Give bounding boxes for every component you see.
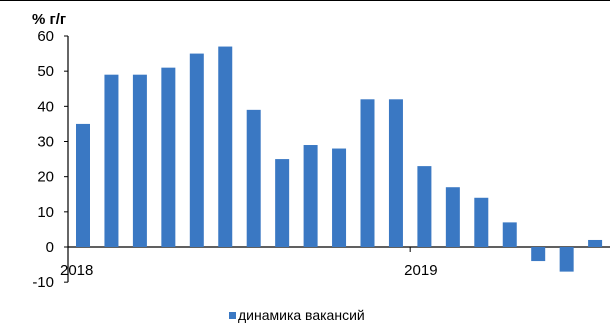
x-tick-label: 2018 bbox=[60, 262, 93, 279]
bar bbox=[588, 239, 603, 247]
y-tick-label: 60 bbox=[37, 28, 54, 45]
bar bbox=[132, 74, 147, 247]
x-axis: 2018 2019 bbox=[60, 246, 610, 279]
bar bbox=[218, 46, 233, 247]
bar bbox=[531, 247, 546, 262]
legend: динамика вакансий bbox=[229, 307, 365, 323]
y-tick-label: 20 bbox=[37, 169, 54, 186]
bar bbox=[502, 222, 517, 247]
y-tick-label: 40 bbox=[37, 98, 54, 115]
bar bbox=[76, 123, 90, 247]
bar bbox=[275, 159, 290, 247]
y-tick-label: 10 bbox=[37, 204, 54, 221]
bar bbox=[189, 53, 204, 248]
legend-label: динамика вакансий bbox=[238, 307, 365, 323]
y-axis: -10 0 10 20 30 40 50 60 bbox=[32, 28, 69, 291]
legend-swatch bbox=[229, 311, 236, 319]
bar bbox=[104, 74, 119, 247]
top-border-line bbox=[0, 0, 610, 1]
bar-chart: -10 0 10 20 30 40 50 60 2018 2019 % г/г bbox=[32, 11, 610, 291]
bar bbox=[332, 148, 347, 247]
bar bbox=[559, 247, 574, 272]
bar bbox=[360, 99, 375, 247]
bar-series bbox=[76, 46, 603, 272]
y-tick-label: 30 bbox=[37, 134, 54, 151]
y-tick-label: -10 bbox=[32, 274, 54, 291]
x-tick-label: 2019 bbox=[404, 262, 437, 279]
bar bbox=[246, 109, 261, 247]
unit-label: % г/г bbox=[32, 11, 66, 28]
bar bbox=[388, 99, 403, 247]
y-tick-label: 0 bbox=[46, 239, 54, 256]
bar bbox=[474, 197, 489, 247]
bar bbox=[161, 67, 176, 248]
bar bbox=[303, 145, 318, 247]
bar bbox=[445, 187, 460, 247]
bar bbox=[417, 166, 432, 247]
y-tick-label: 50 bbox=[37, 63, 54, 80]
